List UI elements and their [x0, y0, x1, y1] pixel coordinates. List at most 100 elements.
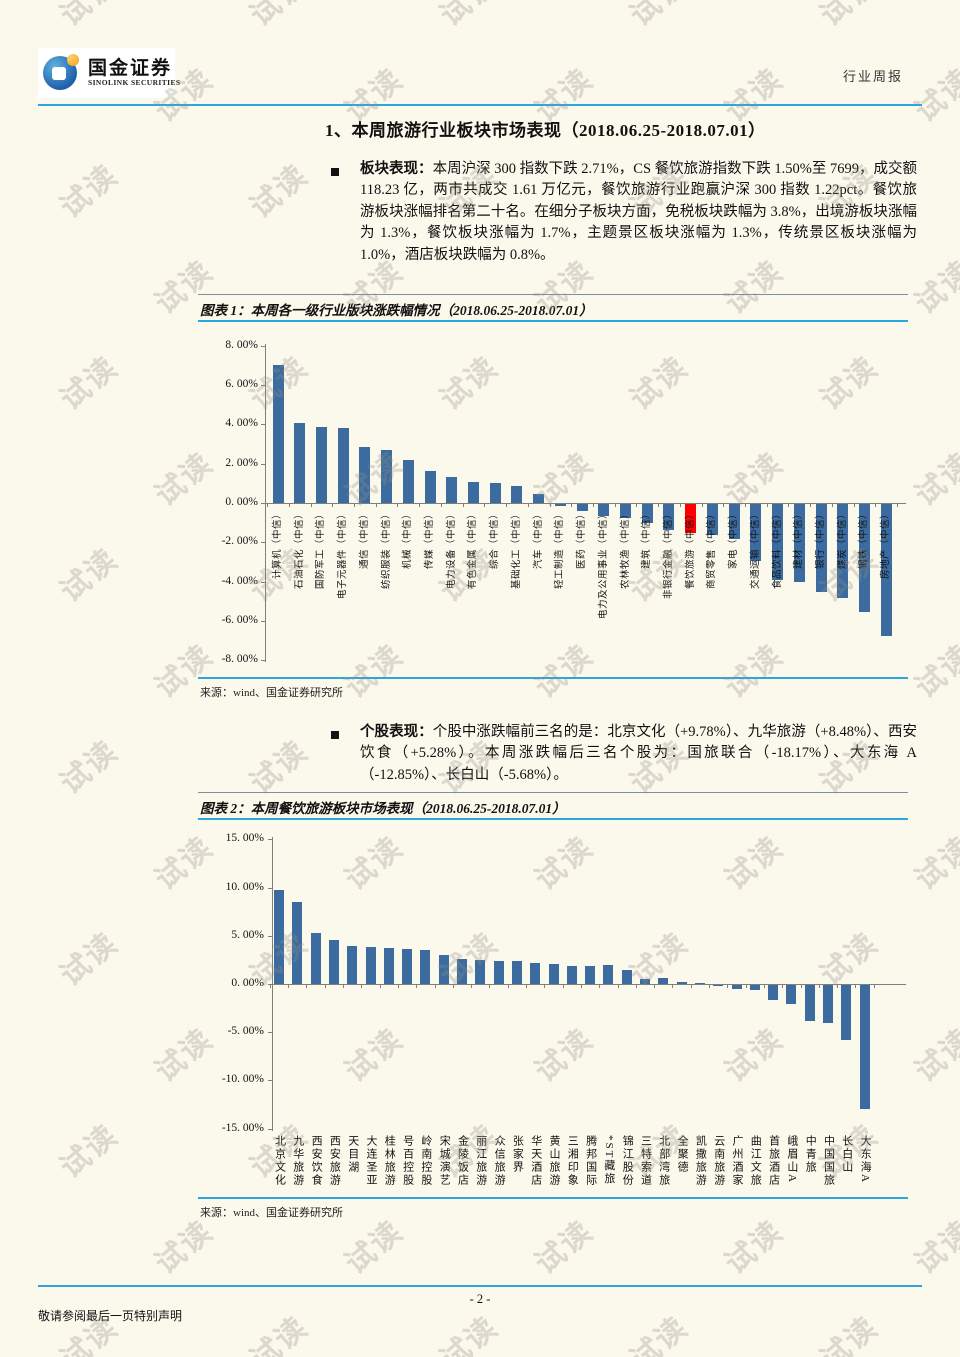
category-label: 曲江文旅	[749, 1135, 762, 1187]
figure1-source-rule	[198, 677, 908, 679]
category-label: 北部湾旅	[657, 1135, 670, 1187]
category-label: 传媒（中信）	[425, 509, 436, 570]
watermark: 试读	[54, 1118, 125, 1185]
bar	[420, 949, 431, 984]
y-axis-tick	[261, 424, 265, 426]
x-axis-tick	[599, 985, 601, 988]
figure2-source-rule	[198, 1197, 908, 1199]
category-label: 银行（中信）	[816, 509, 826, 570]
x-axis-tick	[267, 504, 269, 507]
category-label: 岭南控股	[419, 1135, 432, 1187]
bar	[603, 965, 614, 984]
bar	[381, 449, 393, 503]
x-axis-tick	[635, 985, 637, 988]
x-axis-tick	[701, 504, 703, 507]
figure2-caption-rule	[198, 818, 908, 820]
x-axis-tick	[745, 985, 747, 988]
category-label: 交通运输（中信）	[750, 509, 761, 590]
x-axis-tick	[855, 985, 857, 988]
category-label: 腾邦国际	[584, 1135, 597, 1187]
x-axis-tick	[332, 504, 334, 507]
category-label: 电力及公用事业（中信）	[598, 509, 609, 620]
y-axis-label: 6. 00%	[225, 378, 258, 391]
bar	[676, 982, 687, 984]
category-label: 电子元器件（中信）	[338, 509, 349, 600]
bar	[446, 477, 458, 503]
category-label: 纺织服装（中信）	[381, 509, 392, 590]
watermark: 试读	[54, 542, 125, 609]
category-label: 锦江股份	[621, 1135, 634, 1187]
category-label: 全聚德	[676, 1135, 689, 1174]
y-axis-label: 2. 00%	[225, 456, 258, 469]
watermark: 试读	[428, 0, 505, 34]
category-label: 综合（中信）	[490, 509, 501, 570]
y-axis-tick	[268, 1128, 272, 1130]
x-axis-line	[272, 984, 906, 985]
bar	[640, 978, 650, 984]
category-label: 云南旅游	[712, 1135, 725, 1187]
x-axis-tick	[810, 504, 812, 507]
x-axis-tick	[592, 504, 594, 507]
category-label: 家电（中信）	[729, 509, 740, 570]
x-axis-tick	[617, 985, 619, 988]
section-title: 1、本周旅游行业板块市场表现（2018.06.25-2018.07.01）	[325, 121, 766, 140]
y-axis-label: 0. 00%	[225, 496, 258, 508]
category-label: 机械（中信）	[403, 509, 414, 570]
y-axis-tick	[268, 887, 272, 889]
x-axis-tick	[788, 504, 790, 507]
category-label: 华天酒店	[529, 1135, 542, 1187]
bar	[294, 423, 306, 503]
y-axis-tick	[268, 935, 272, 937]
bullet-paragraph-sector: 板块表现：本周沪深 300 指数下跌 2.71%，CS 餐饮旅游指数下跌 1.5…	[360, 159, 917, 266]
y-axis-tick	[268, 1080, 272, 1082]
category-label: 北京文化	[273, 1135, 286, 1187]
y-axis-tick	[261, 463, 265, 465]
watermark: 试读	[618, 0, 695, 34]
watermark: 试读	[54, 926, 125, 993]
x-axis-tick	[654, 985, 656, 988]
x-axis-tick	[818, 985, 820, 988]
y-axis-label: 4. 00%	[225, 417, 258, 430]
watermark: 试读	[244, 158, 315, 225]
category-label: 轻工制造（中信）	[555, 509, 566, 590]
category-label: 有色金属（中信）	[468, 509, 479, 590]
bar	[383, 948, 394, 984]
footer-disclaimer: 敬请参阅最后一页特别声明	[38, 1309, 183, 1323]
y-axis-label: 0. 00%	[231, 977, 264, 989]
category-label: 张家界	[511, 1135, 524, 1174]
report-type-label: 行业周报	[842, 69, 903, 84]
bar	[786, 985, 797, 1004]
x-axis-tick	[800, 985, 802, 988]
x-axis-tick	[306, 985, 308, 988]
bar	[475, 960, 486, 984]
category-label: *ST藏旅	[602, 1135, 615, 1186]
category-label: 长白山	[840, 1135, 853, 1174]
bar	[347, 945, 358, 984]
x-axis-tick	[379, 985, 381, 988]
bar	[511, 486, 523, 503]
bar	[424, 470, 436, 503]
bar	[731, 985, 742, 990]
x-axis-tick	[527, 504, 529, 507]
watermark: 试读	[909, 1214, 960, 1281]
category-label: 号百控股	[401, 1135, 414, 1187]
bar	[658, 978, 669, 984]
x-axis-tick	[416, 985, 418, 988]
x-axis-tick	[549, 504, 551, 507]
watermark: 试读	[244, 1310, 315, 1357]
logo-orange-dot	[67, 54, 79, 66]
x-axis-tick	[897, 504, 899, 507]
watermark: 试读	[48, 0, 125, 34]
y-axis-tick	[268, 839, 272, 841]
category-label: 商贸零售（中信）	[707, 509, 718, 590]
bar	[750, 504, 762, 561]
category-label: 峨眉山A	[785, 1135, 798, 1184]
category-label: 桂林旅游	[383, 1135, 396, 1187]
bar	[859, 985, 870, 1109]
bar	[457, 958, 467, 984]
x-axis-tick	[375, 504, 377, 507]
bar	[685, 504, 697, 534]
bar	[548, 964, 559, 984]
category-label: 钢铁（中信）	[859, 509, 870, 570]
category-label: 医药（中信）	[577, 509, 588, 570]
